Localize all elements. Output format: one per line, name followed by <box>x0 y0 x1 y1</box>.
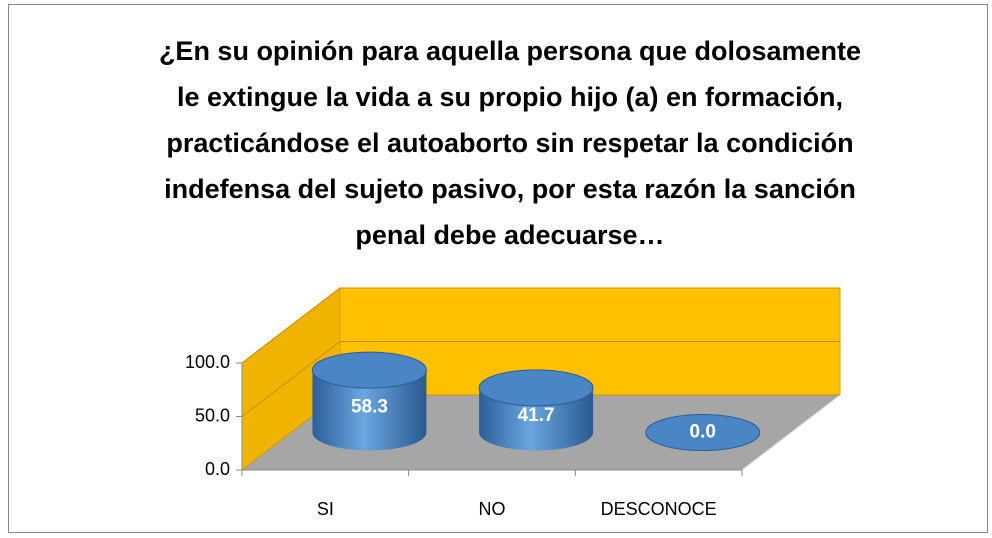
x-tick-label: NO <box>479 499 506 519</box>
x-tick-label: DESCONOCE <box>601 499 717 519</box>
bar-top <box>645 414 761 451</box>
chart-title: ¿En su opinión para aquella persona que … <box>158 36 862 250</box>
bar-top <box>311 351 427 389</box>
bar-top <box>478 369 594 407</box>
value-label: 58.3 <box>351 396 388 417</box>
y-tick-label: 0.0 <box>205 459 230 479</box>
y-tick-label: 50.0 <box>195 405 230 425</box>
grid-line <box>241 287 840 364</box>
grid-line <box>241 341 840 417</box>
y-tick-label: 100.0 <box>185 352 230 372</box>
bar <box>312 370 427 451</box>
x-tick-label: SI <box>317 499 334 519</box>
chart-frame <box>8 4 988 533</box>
value-label: 41.7 <box>518 405 555 426</box>
value-label: 0.0 <box>690 422 716 443</box>
